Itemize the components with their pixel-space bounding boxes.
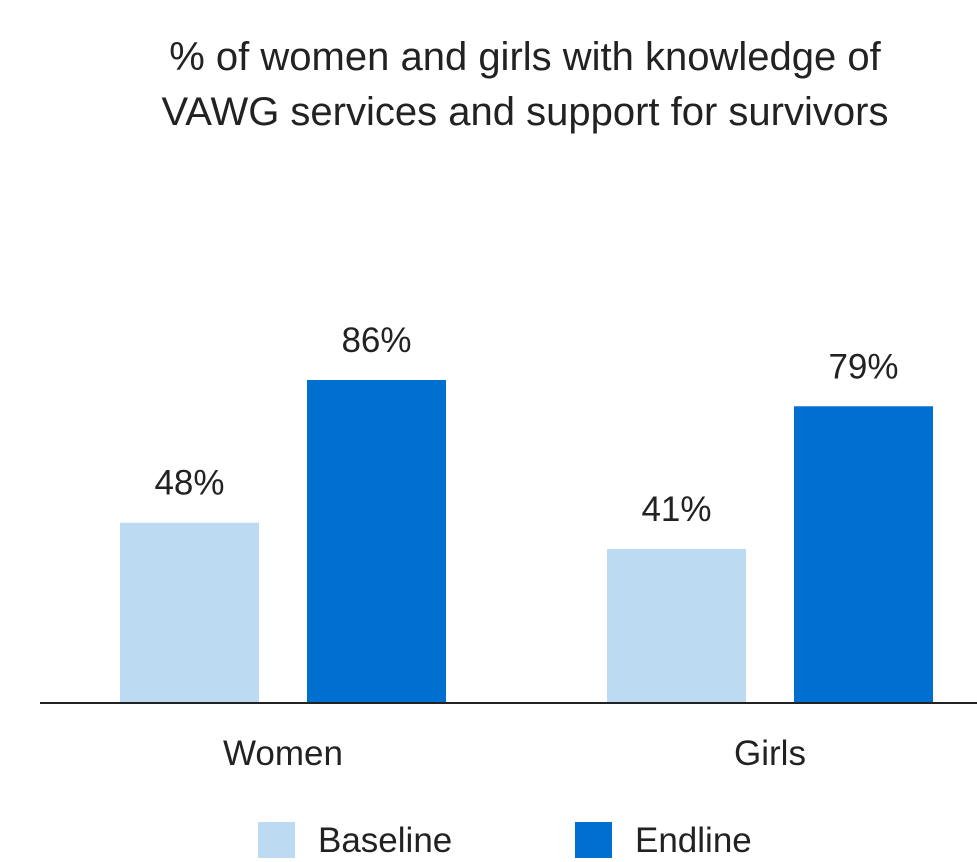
value-label: 48% [154, 464, 224, 503]
legend-label: Endline [635, 821, 752, 860]
x-tick-label: Women [223, 734, 343, 773]
value-label: 41% [641, 490, 711, 529]
x-tick-label: Girls [734, 734, 806, 773]
bar [607, 549, 746, 703]
legend-swatch [575, 822, 612, 858]
legend-swatch [258, 822, 295, 858]
bar [307, 379, 446, 703]
value-label: 86% [341, 321, 411, 360]
bar [794, 406, 933, 703]
value-label: 79% [828, 347, 898, 386]
chart-title: % of women and girls with knowledge of V… [161, 35, 889, 134]
bar [120, 522, 259, 703]
legend-label: Baseline [318, 821, 452, 860]
